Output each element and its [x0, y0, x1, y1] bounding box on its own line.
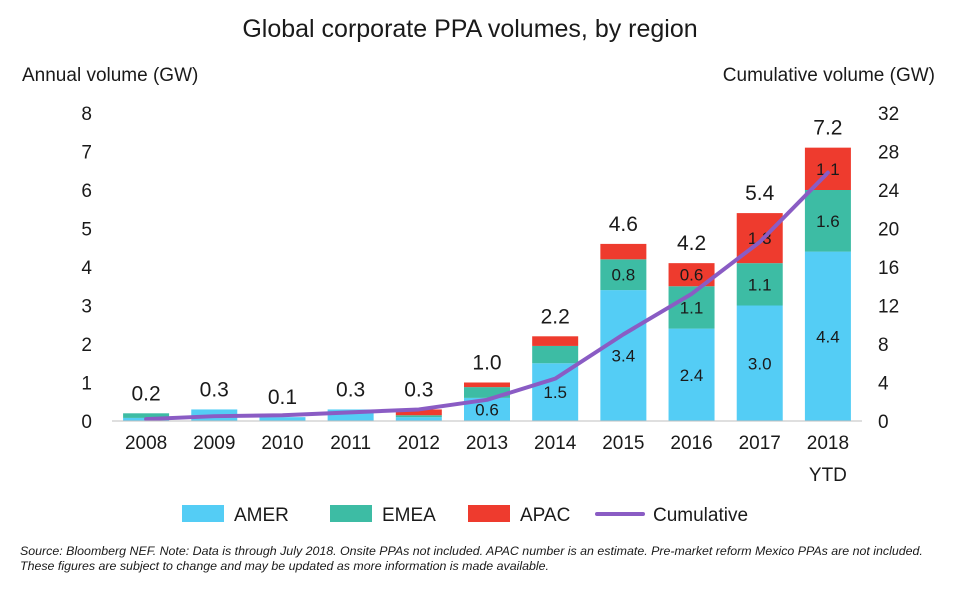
total-label: 5.4	[745, 182, 775, 205]
bar-emea-2017	[736, 263, 783, 306]
bar-amer-2013	[464, 397, 510, 421]
bar-apac-2018	[804, 147, 851, 190]
y-tick-label: 4	[81, 258, 92, 279]
y2-tick-label: 28	[878, 143, 899, 164]
bar-amer-2011	[327, 409, 374, 421]
y2-tick-label: 16	[878, 258, 899, 279]
segment-value-label: 1.1	[748, 275, 772, 294]
segment-labels: 0.61.53.42.43.04.40.81.11.11.60.61.31.1	[475, 160, 840, 420]
x-tick-label: 2011	[330, 433, 371, 454]
segment-value-label: 1.1	[680, 298, 704, 317]
x-tick-label: 2014	[534, 433, 577, 454]
y2-tick-label: 12	[878, 297, 899, 318]
y-tick-label: 6	[81, 181, 92, 202]
segment-value-label: 0.8	[612, 266, 636, 285]
total-label: 2.2	[541, 305, 570, 328]
total-label: 0.3	[200, 378, 229, 401]
segment-value-label: 2.4	[680, 366, 704, 385]
y2-tick-label: 4	[878, 374, 889, 395]
bar-emea-2008	[123, 413, 170, 418]
total-label: 0.3	[336, 378, 365, 401]
x-tick-label: 2016	[670, 433, 712, 454]
legend-label: APAC	[520, 505, 570, 526]
bar-emea-2015	[600, 259, 647, 291]
y-tick-label: 8	[81, 104, 92, 125]
segment-value-label: 0.6	[475, 400, 499, 419]
y-tick-label: 2	[81, 335, 92, 356]
bar-emea-2014	[532, 345, 579, 364]
cumulative-line-path	[144, 170, 830, 422]
total-label: 4.2	[677, 232, 706, 255]
x-tick-label: 2010	[261, 433, 303, 454]
y-axis-title: Annual volume (GW)	[22, 65, 198, 86]
legend-swatch-apac	[468, 505, 510, 522]
bar-apac-2015	[600, 243, 647, 260]
legend-label: AMER	[234, 505, 289, 526]
y-tick-label: 3	[81, 297, 92, 318]
total-labels: 0.2 0.3 0.1 0.3 0.3 1.0 2.2 4.6 4.2 5.4 7.2	[131, 117, 842, 410]
legend-swatch-amer	[182, 505, 224, 522]
x-tick-label: 2015	[602, 433, 644, 454]
total-label: 0.3	[404, 378, 433, 401]
legend-label: EMEA	[382, 505, 436, 526]
segment-value-label: 3.0	[748, 354, 772, 373]
bar-apac-2013	[464, 382, 510, 388]
bar-amer-2014	[532, 363, 579, 421]
y-axis-ticks: 0 1 2 3 4 5 6 7 8	[81, 104, 92, 433]
legend: AMER EMEA APAC Cumulative	[182, 505, 748, 526]
y2-axis-ticks: 0 4 8 12 16 20 24 28 32	[878, 104, 900, 433]
segment-value-label: 1.1	[816, 160, 840, 179]
total-label: 7.2	[813, 117, 842, 140]
y-tick-label: 5	[81, 220, 92, 241]
bar-emea-2018	[804, 190, 851, 252]
y2-axis-title: Cumulative volume (GW)	[723, 65, 935, 86]
bar-amer-2016	[668, 328, 715, 421]
x-tick-label: 2018	[807, 433, 849, 454]
y2-tick-label: 20	[878, 220, 899, 241]
total-label: 1.0	[472, 352, 501, 375]
total-label: 0.2	[131, 382, 160, 405]
bar-emea-2013	[464, 387, 510, 398]
chart-title: Global corporate PPA volumes, by region	[242, 15, 697, 43]
bar-apac-2016	[668, 263, 715, 287]
y2-tick-label: 24	[878, 181, 900, 202]
segment-value-label: 1.5	[543, 383, 567, 402]
segment-value-label: 3.4	[612, 347, 636, 366]
cumulative-line	[144, 170, 830, 422]
y-tick-label: 1	[81, 374, 92, 395]
segment-value-label: 4.4	[816, 327, 840, 346]
total-label: 4.6	[609, 213, 638, 236]
x-tick-label: 2009	[193, 433, 235, 454]
bar-amer-2018	[804, 251, 851, 421]
y2-tick-label: 0	[878, 412, 889, 433]
bar-amer-2017	[736, 305, 783, 421]
total-label: 0.1	[268, 386, 297, 409]
bar-emea-2012	[395, 415, 442, 418]
segment-value-label: 0.6	[680, 266, 704, 285]
bar-apac-2012	[395, 409, 442, 416]
y-tick-label: 7	[81, 143, 92, 164]
y2-tick-label: 32	[878, 104, 899, 125]
bar-apac-2014	[532, 336, 579, 346]
x-tick-sublabel: YTD	[809, 465, 847, 486]
y2-tick-label: 8	[878, 335, 889, 356]
legend-label: Cumulative	[653, 505, 748, 526]
x-tick-label: 2012	[398, 433, 440, 454]
bar-amer-2010	[259, 417, 306, 421]
segment-value-label: 1.6	[816, 212, 840, 231]
bar-amer-2015	[600, 290, 647, 421]
x-tick-label: 2008	[125, 433, 167, 454]
legend-swatch-emea	[330, 505, 372, 522]
x-axis-categories: 2008 2009 2010 2011 2012 2013 2014 2015 2016 2017…	[125, 433, 849, 486]
bar-series	[123, 147, 851, 421]
x-tick-label: 2013	[466, 433, 508, 454]
x-tick-label: 2017	[739, 433, 781, 454]
y-tick-label: 0	[81, 412, 92, 433]
bar-amer-2012	[395, 417, 442, 421]
source-note: Source: Bloomberg NEF. Note: Data is thr…	[20, 544, 923, 573]
